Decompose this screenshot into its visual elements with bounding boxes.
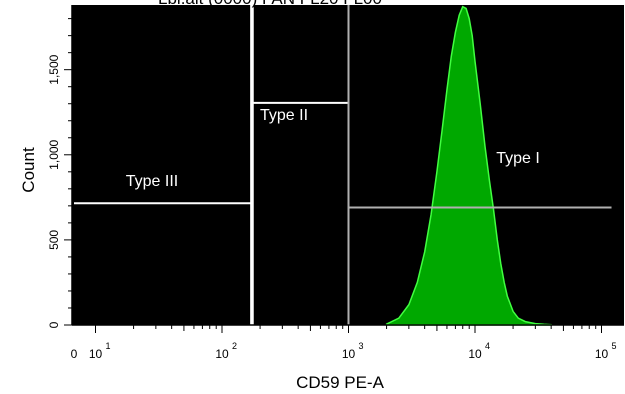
x-tick-label: 10 <box>342 347 356 361</box>
chart-title: Lbl.alt (0000) FAN FL20 FL00 <box>158 0 382 8</box>
x-tick-label: 0 <box>71 347 78 361</box>
histogram-area <box>385 5 552 326</box>
y-tick-label: 1,000 <box>47 139 61 169</box>
x-tick-label: 10 <box>595 347 609 361</box>
x-tick-label: 10 <box>89 347 103 361</box>
y-axis-label: Count <box>19 147 38 193</box>
y-tick-label: 0 <box>47 321 61 328</box>
x-axis-label: CD59 PE-A <box>296 373 385 392</box>
x-tick-label: 10 <box>468 347 482 361</box>
x-tick-exponent: 5 <box>612 341 617 351</box>
x-tick-exponent: 3 <box>359 341 364 351</box>
x-tick-exponent: 1 <box>106 341 111 351</box>
gate-type-iii-label: Type III <box>126 173 178 190</box>
y-tick-label: 1,500 <box>47 54 61 84</box>
x-tick-label: 10 <box>215 347 229 361</box>
y-tick-label: 500 <box>47 230 61 250</box>
gate-type-ii-label: Type II <box>260 107 308 124</box>
x-tick-exponent: 4 <box>485 341 490 351</box>
gate-type-i-label: Type I <box>496 150 540 167</box>
x-tick-exponent: 2 <box>232 341 237 351</box>
